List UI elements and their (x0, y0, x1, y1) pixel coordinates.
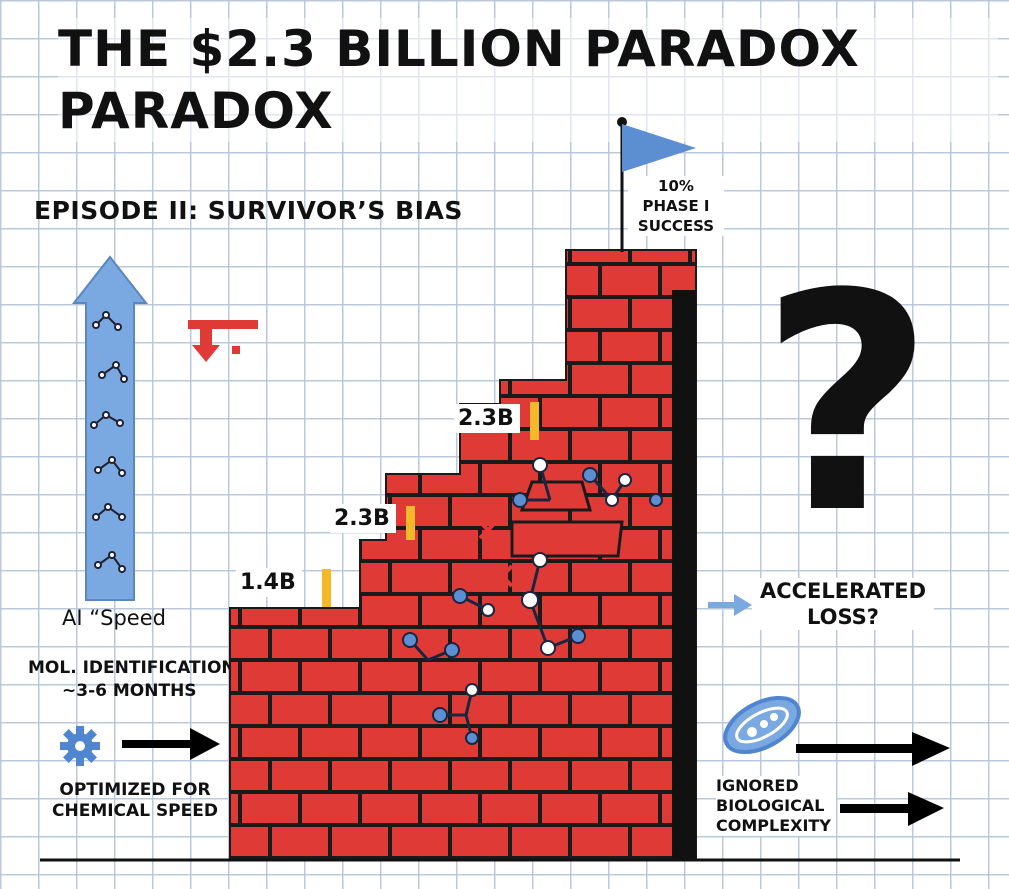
flag-icon (617, 117, 696, 252)
right-arrow-left (122, 728, 220, 760)
molecule-icon (90, 311, 128, 573)
flag-label-line-3: SUCCESS (637, 217, 715, 235)
x-mark-icon (478, 520, 608, 592)
optimized-line-1: OPTIMIZED FOR (59, 780, 211, 800)
optimized-label: OPTIMIZED FOR CHEMICAL SPEED (50, 780, 220, 822)
step-accent-2 (406, 506, 415, 540)
accelerated-label: ACCELERATED LOSS? (752, 578, 934, 630)
right-arrow-lower (840, 792, 944, 826)
ignored-line-1: IGNORED (716, 776, 799, 795)
ai-speed-arrow (72, 255, 148, 601)
episode-subtitle: EPISODE II: SURVIVOR’S BIAS (34, 196, 463, 225)
step-accent-1 (322, 569, 331, 607)
gear-icon (60, 726, 100, 766)
mol-id-label: MOL. IDENTIFICATION: (28, 658, 243, 678)
page-title: THE $2.3 BILLION PARADOX PARADOX (58, 18, 998, 142)
step-accent-3 (530, 402, 539, 440)
right-arrow-upper (796, 732, 950, 766)
step-label-1: 1.4B (236, 568, 302, 597)
accelerated-line-2: LOSS? (807, 605, 879, 629)
down-arrow-icon (188, 320, 258, 362)
accelerated-line-1: ACCELERATED (759, 579, 927, 603)
step-label-2: 2.3B (330, 504, 396, 533)
flag-label-line-2: PHASE I (642, 197, 710, 215)
small-right-arrow (708, 594, 752, 616)
flag-label: 10% PHASE I SUCCESS (628, 176, 724, 236)
step-label-3: 2.3B (454, 404, 520, 433)
flag-label-line-1: 10% (658, 177, 694, 195)
ignored-line-2: BIOLOGICAL (716, 796, 825, 815)
mol-id-value: ~3-6 MONTHS (62, 681, 197, 701)
ignored-label: IGNORED BIOLOGICAL COMPLEXITY (716, 776, 836, 836)
ai-speed-label: AI “Speed (62, 606, 166, 630)
question-mark: ? (760, 230, 935, 579)
cell-icon (723, 695, 801, 755)
ignored-line-3: COMPLEXITY (716, 816, 831, 835)
optimized-line-2: CHEMICAL SPEED (52, 801, 218, 821)
